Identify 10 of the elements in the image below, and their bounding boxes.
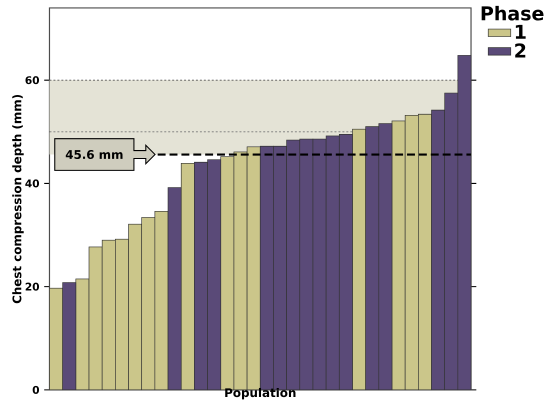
legend-label: 2 xyxy=(515,44,526,58)
legend-label: 1 xyxy=(516,25,526,39)
ref-line-label: 45.6 mm xyxy=(66,150,123,160)
y-tick-label: 0 xyxy=(32,386,40,394)
y-tick-label: 40 xyxy=(25,180,40,188)
legend-title: Phase xyxy=(482,6,544,21)
y-tick-label: 20 xyxy=(26,282,40,291)
x-axis-title: Population xyxy=(225,388,296,400)
y-axis-title: Chest compression depth (mm) xyxy=(12,95,24,304)
y-tick-label: 60 xyxy=(26,76,40,84)
